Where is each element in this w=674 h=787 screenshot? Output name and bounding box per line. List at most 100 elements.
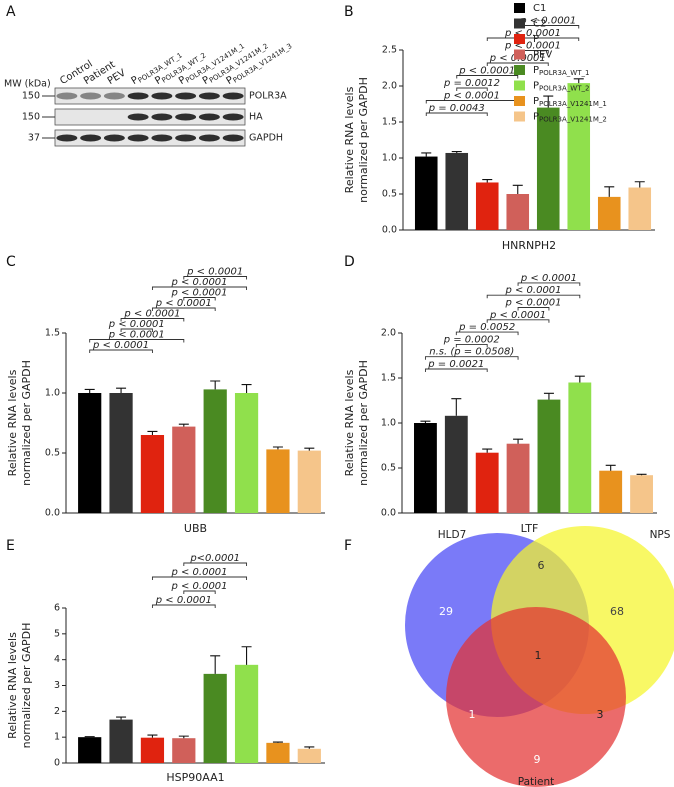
legend-label-sub: POLR3A_V1241M_2 (539, 116, 607, 124)
bar (414, 156, 438, 230)
blot-band (151, 134, 173, 142)
significance-label: p = 0.0043 (428, 103, 485, 114)
significance-label: p < 0.0001 (92, 340, 149, 351)
significance-bracket (120, 318, 185, 322)
blot-band (151, 92, 173, 100)
bar (444, 415, 468, 513)
venn-count: 29 (439, 605, 453, 618)
error-bar (272, 741, 283, 743)
error-bar (482, 179, 493, 183)
error-bar (116, 716, 127, 720)
error-bar (634, 181, 645, 188)
error-bar (241, 384, 252, 393)
significance-bracket (486, 319, 550, 323)
bar (78, 393, 102, 513)
error-bar (178, 423, 189, 427)
significance-bracket (183, 297, 216, 301)
significance-label: p < 0.0001 (108, 319, 165, 330)
bar (475, 452, 499, 513)
bar (78, 737, 102, 763)
blot-band (175, 134, 197, 142)
y-axis-label: normalized per GAPDH (20, 623, 33, 749)
venn-count: 6 (538, 559, 545, 572)
y-tick-label: 0 (54, 758, 60, 769)
y-tick-label: 0.5 (45, 448, 60, 459)
error-bar (482, 448, 493, 453)
venn-set-label: NPS (650, 529, 671, 541)
significance-bracket (517, 282, 581, 286)
significance-bracket (424, 356, 519, 360)
legend-swatch (514, 34, 525, 44)
blot-band (175, 92, 197, 100)
bar (597, 196, 621, 230)
significance-bracket (456, 75, 519, 79)
error-bar (210, 655, 221, 674)
error-bar (84, 388, 95, 393)
blot-band (151, 113, 173, 121)
y-tick-label: 0.0 (381, 508, 396, 519)
axis-line (65, 608, 325, 764)
significance-label: p < 0.0001 (504, 298, 561, 309)
legend-swatch (514, 65, 525, 75)
significance-label: p < 0.0001 (520, 273, 577, 284)
blot-band (222, 113, 244, 121)
blot-band (222, 92, 244, 100)
significance-bracket (151, 576, 248, 580)
lane-label-main: P (201, 75, 212, 88)
significance-label: p < 0.0001 (186, 267, 243, 278)
legend-label: PPOLR3A_WT_1 (533, 65, 589, 77)
bar (234, 664, 259, 763)
legend-swatch (514, 96, 525, 106)
blot-band (198, 134, 220, 142)
bar (445, 152, 469, 230)
mw-marker: 150 (22, 112, 40, 123)
significance-label: p < 0.0001 (123, 309, 180, 320)
bar (140, 737, 165, 763)
significance-bracket (455, 331, 519, 336)
error-bar (636, 473, 647, 476)
legend-label-sub: POLR3A_WT_2 (539, 85, 589, 93)
error-bar (512, 184, 523, 194)
error-bar (573, 78, 584, 84)
error-bar (241, 646, 252, 665)
significance-bracket (183, 276, 248, 280)
y-tick-label: 2.0 (382, 81, 397, 92)
lane-label-main: P (224, 75, 235, 88)
venn-count: 68 (610, 605, 624, 618)
error-bar (147, 734, 158, 738)
blot-band (198, 92, 220, 100)
legend-swatch (514, 111, 525, 122)
significance-bracket (486, 37, 580, 41)
significance-bracket (151, 286, 248, 290)
y-tick-label: 0.5 (382, 189, 397, 200)
bar (630, 475, 653, 513)
error-bar (451, 398, 462, 416)
legend-label-main: P (533, 65, 539, 76)
significance-label: p = 0.0002 (443, 334, 500, 345)
y-axis-label: normalized per GAPDH (20, 360, 33, 486)
legend-label: PPOLR3A_V1241M_1 (533, 96, 607, 108)
significance-label: p < 0.0001 (155, 298, 212, 309)
error-bar (210, 380, 221, 390)
lane-label-main: P (153, 75, 164, 88)
blot-band (56, 134, 78, 142)
lane-label-main: P (129, 75, 140, 88)
y-tick-label: 2.5 (382, 45, 397, 56)
significance-label: p = 0.0012 (443, 78, 500, 89)
venn-count: 9 (534, 753, 541, 766)
y-tick-label: 2.0 (381, 328, 396, 339)
error-bar (272, 446, 283, 450)
y-tick-label: 1 (54, 732, 60, 743)
significance-label: p = 0.0052 (458, 322, 515, 333)
error-bar (116, 387, 127, 393)
venn-count: 3 (597, 708, 604, 721)
significance-bracket (517, 307, 550, 311)
band-label: HA (249, 112, 263, 123)
significance-label: p < 0.0001 (443, 91, 500, 102)
error-bar (304, 746, 315, 749)
error-bar (543, 95, 554, 108)
panel-label: C (6, 254, 16, 270)
significance-label: p < 0.0001 (504, 285, 561, 296)
bar (599, 470, 623, 513)
significance-label: p < 0.0001 (519, 16, 576, 27)
